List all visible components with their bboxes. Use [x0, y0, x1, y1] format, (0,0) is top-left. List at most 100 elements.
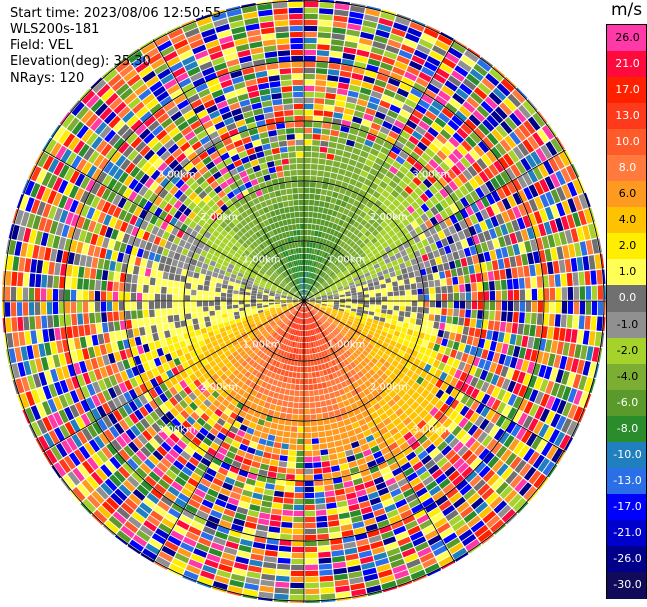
ppi-gate [95, 468, 108, 482]
ppi-gate [198, 255, 206, 263]
ppi-gate [460, 334, 468, 344]
ppi-gate [310, 342, 314, 348]
ppi-gate [293, 298, 299, 300]
ppi-gate [160, 495, 174, 507]
ppi-gate [499, 269, 506, 280]
ppi-gate [355, 413, 364, 421]
ppi-gate [34, 302, 41, 316]
ppi-gate [71, 376, 80, 389]
ppi-gate [321, 251, 326, 258]
ppi-gate [26, 213, 36, 228]
ppi-gate [391, 335, 399, 342]
ppi-gate [424, 189, 434, 199]
ppi-gate [308, 304, 313, 309]
ppi-gate [357, 130, 368, 139]
ppi-gate [353, 167, 362, 175]
ppi-gate [310, 317, 314, 323]
ppi-gate [200, 531, 214, 542]
ppi-gate [561, 301, 568, 314]
ppi-gate [284, 389, 290, 395]
ppi-gate [501, 184, 512, 197]
ppi-gate [252, 284, 259, 289]
ppi-gate [134, 256, 142, 267]
ppi-gate [319, 326, 324, 332]
ppi-gate [82, 301, 89, 313]
ppi-gate [517, 501, 529, 514]
ppi-gate [412, 536, 427, 547]
ppi-gate [345, 378, 352, 386]
ppi-gate [124, 301, 131, 311]
ppi-gate [464, 216, 473, 228]
ppi-gate [173, 357, 181, 366]
ppi-gate [393, 376, 402, 385]
ppi-gate [450, 399, 460, 410]
ppi-gate [309, 303, 315, 306]
ppi-gate [376, 271, 383, 277]
ppi-gate [341, 267, 347, 273]
ppi-gate [551, 448, 564, 463]
ppi-gate [541, 236, 550, 249]
ppi-gate [393, 301, 400, 306]
ppi-gate [373, 552, 388, 561]
ppi-gate [343, 399, 350, 407]
ppi-gate [184, 376, 193, 386]
ppi-gate [439, 188, 449, 199]
ppi-gate [299, 318, 302, 324]
ppi-gate [148, 471, 161, 483]
ppi-gate [441, 254, 448, 264]
ppi-gate [349, 313, 356, 318]
ppi-gate [363, 357, 371, 364]
ppi-gate [320, 318, 325, 323]
ppi-gate [392, 281, 398, 287]
ppi-gate [449, 214, 458, 225]
ppi-gate [410, 401, 420, 411]
ppi-gate [255, 371, 262, 379]
ppi-gate [307, 292, 312, 297]
ppi-gate [8, 364, 15, 380]
ppi-gate [285, 326, 289, 332]
ppi-gate [295, 468, 304, 475]
ppi-gate [425, 480, 438, 491]
ppi-gate [260, 337, 266, 343]
ppi-gate [91, 334, 99, 346]
ppi-gate [346, 238, 353, 245]
ppi-gate [363, 297, 370, 301]
ppi-gate [412, 461, 424, 471]
ppi-gate [500, 170, 511, 184]
ppi-gate [192, 342, 200, 350]
ppi-gate [429, 258, 437, 267]
ppi-gate [304, 414, 311, 421]
ppi-gate [325, 289, 332, 293]
ppi-gate [529, 403, 539, 417]
ppi-gate [234, 512, 247, 521]
ppi-gate [414, 270, 421, 277]
ppi-gate [334, 301, 340, 303]
ppi-gate [308, 254, 312, 260]
ppi-gate [36, 403, 47, 418]
ppi-gate [339, 347, 345, 354]
ppi-gate [424, 88, 437, 100]
ppi-gate [304, 235, 308, 242]
ppi-gate [207, 265, 215, 272]
ppi-gate [372, 142, 382, 151]
ppi-gate [144, 475, 157, 487]
ppi-gate [291, 546, 304, 553]
ppi-gate [453, 413, 464, 425]
ppi-gate [412, 176, 422, 186]
ppi-gate [352, 147, 362, 156]
ppi-gate [268, 358, 274, 365]
ppi-gate [287, 340, 291, 346]
ppi-gate [87, 424, 98, 438]
ppi-gate [397, 213, 406, 222]
ppi-gate [185, 564, 201, 575]
ppi-gate [12, 379, 19, 395]
ppi-gate [501, 404, 512, 417]
ppi-gate [320, 140, 329, 147]
ppi-gate [249, 333, 256, 340]
ppi-gate [424, 348, 433, 357]
ppi-gate [342, 151, 352, 159]
ppi-gate [264, 324, 270, 329]
ppi-gate [292, 299, 298, 301]
ppi-gate [36, 419, 48, 435]
ppi-gate [289, 390, 295, 396]
